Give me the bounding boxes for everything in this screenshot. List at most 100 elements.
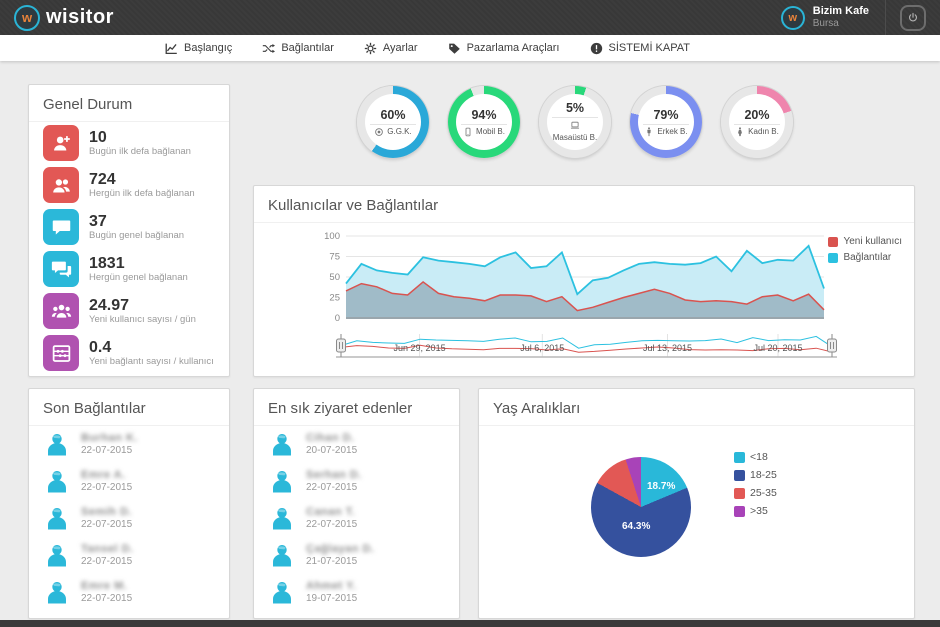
user-text: Ahmet Y. 19-07-2015 bbox=[306, 580, 357, 605]
navigator-handle-left[interactable] bbox=[336, 338, 346, 353]
legend-swatch bbox=[828, 252, 839, 263]
pie-legend-item-25-35[interactable]: 25-35 bbox=[734, 487, 777, 499]
gauge-label: G.G.K. bbox=[370, 123, 416, 137]
gauge-erkek-b: 79% Erkek B. bbox=[630, 86, 702, 158]
gauge-percent: 20% bbox=[744, 107, 770, 122]
user-text: Burhan K. 22-07-2015 bbox=[81, 432, 138, 457]
user-avatar bbox=[43, 542, 71, 570]
legend-label: >35 bbox=[750, 505, 768, 517]
stat-row-yeni-ba-lant-say-s-kullan-c: 0.4 Yeni bağlantı sayısı / kullanıcı bbox=[29, 332, 229, 374]
nav-item-label: Ayarlar bbox=[382, 42, 418, 54]
logo-icon: w bbox=[14, 4, 40, 31]
user-date: 22-07-2015 bbox=[81, 556, 133, 568]
pie-legend-item-18[interactable]: <18 bbox=[734, 451, 777, 463]
power-button[interactable] bbox=[900, 4, 926, 31]
nav-item-ba-lang[interactable]: Başlangıç bbox=[158, 31, 239, 61]
frequent-visitor-row[interactable]: Serhan D. 22-07-2015 bbox=[254, 463, 459, 500]
gauge-mobil-b: 94% Mobil B. bbox=[448, 86, 520, 158]
app-header: w wisitor w Bizim Kafe Bursa bbox=[0, 0, 940, 35]
gauge-kad-n-b: 20% Kadın B. bbox=[721, 86, 793, 158]
stat-label: Yeni kullanıcı sayısı / gün bbox=[89, 314, 196, 326]
user-date: 22-07-2015 bbox=[306, 482, 358, 494]
legend-item-yeni-kullan-c[interactable]: Yeni kullanıcı bbox=[828, 236, 902, 247]
gauge-label-text: Mobil B. bbox=[476, 126, 505, 136]
user-text: Semih D. 22-07-2015 bbox=[81, 506, 132, 531]
user-text: Canan T. 22-07-2015 bbox=[306, 506, 357, 531]
nav-item-si-stemi-kapat[interactable]: SİSTEMİ KAPAT bbox=[590, 35, 690, 61]
svg-text:100: 100 bbox=[324, 231, 340, 242]
recent-connection-row[interactable]: Burhan K. 22-07-2015 bbox=[29, 426, 229, 463]
person-icon bbox=[43, 505, 71, 533]
gauge-percent: 94% bbox=[471, 107, 497, 122]
user-avatar bbox=[268, 431, 296, 459]
legend-item-ba-lant-lar[interactable]: Bağlantılar bbox=[828, 252, 902, 263]
chat-icon bbox=[51, 217, 72, 238]
male-icon bbox=[644, 126, 654, 137]
person-icon bbox=[43, 542, 71, 570]
gauge-label: Erkek B. bbox=[643, 123, 689, 137]
user-text: Serhan D. 22-07-2015 bbox=[306, 469, 362, 494]
gauge-percent: 60% bbox=[380, 107, 406, 122]
power-section bbox=[885, 0, 940, 35]
frequent-visitor-row[interactable]: Canan T. 22-07-2015 bbox=[254, 500, 459, 537]
person-icon bbox=[268, 468, 296, 496]
footer-bar bbox=[0, 620, 940, 627]
legend-label: 18-25 bbox=[750, 469, 777, 481]
legend-label: 25-35 bbox=[750, 487, 777, 499]
nav-item-ayarlar[interactable]: Ayarlar bbox=[364, 35, 418, 61]
gauges-row: 60% G.G.K. 94% Mobil B. 5% Masaüstü B. 79% Erke… bbox=[357, 86, 793, 158]
nav-item-ba-lant-lar[interactable]: Bağlantılar bbox=[262, 35, 334, 61]
frequent-visitors-list: Cihan D. 20-07-2015 Serhan D. 22-07-2015 Can… bbox=[254, 426, 459, 611]
nav-item-label: Pazarlama Araçları bbox=[466, 42, 560, 54]
gauge-label: Masaüstü B. bbox=[552, 117, 598, 142]
navigator-handle-right[interactable] bbox=[827, 338, 837, 353]
svg-text:Jul 6, 2015: Jul 6, 2015 bbox=[520, 343, 564, 353]
user-date: 21-07-2015 bbox=[306, 556, 358, 568]
chart-range-navigator[interactable]: Jun 29, 2015 Jul 6, 2015 Jul 13, 2015 Jul 2… bbox=[308, 330, 838, 369]
user-date: 22-07-2015 bbox=[81, 593, 133, 605]
frequent-visitor-row[interactable]: Ahmet Y. 19-07-2015 bbox=[254, 574, 459, 611]
frequent-visitor-row[interactable]: Çağlayan D. 21-07-2015 bbox=[254, 537, 459, 574]
user-text: Emre M. 22-07-2015 bbox=[81, 580, 132, 605]
account-menu[interactable]: w Bizim Kafe Bursa bbox=[765, 0, 885, 35]
user-avatar bbox=[268, 579, 296, 607]
stat-row-bug-n-genel-ba-lanan: 37 Bugün genel bağlanan bbox=[29, 206, 229, 248]
legend-swatch bbox=[734, 451, 745, 463]
gauge-label: Kadın B. bbox=[734, 123, 780, 137]
stat-label: Bugün genel bağlanan bbox=[89, 230, 185, 242]
pie-slice-label: 64.3% bbox=[622, 521, 651, 532]
pie-legend-item-18-25[interactable]: 18-25 bbox=[734, 469, 777, 481]
gauge-ring: 60% G.G.K. bbox=[357, 86, 429, 158]
gauge-ring: 79% Erkek B. bbox=[630, 86, 702, 158]
gauge-percent: 79% bbox=[653, 107, 679, 122]
user-name: Emre M. bbox=[81, 579, 128, 592]
stat-text: 1831 Hergün genel bağlanan bbox=[89, 255, 188, 284]
recent-connection-row[interactable]: Tansel D. 22-07-2015 bbox=[29, 537, 229, 574]
svg-text:Jun 29, 2015: Jun 29, 2015 bbox=[394, 343, 446, 353]
user-name: Canan T. bbox=[306, 505, 356, 518]
user-date: 22-07-2015 bbox=[81, 482, 133, 494]
recent-connection-row[interactable]: Semih D. 22-07-2015 bbox=[29, 500, 229, 537]
gauge-inner: 20% Kadın B. bbox=[729, 94, 785, 150]
panel-title: En sık ziyaret edenler bbox=[254, 389, 459, 426]
panel-yas-araliklari: Yaş Aralıkları 18.7% 64.3% <18 18-25 25-35… bbox=[478, 388, 915, 619]
app-logo: w wisitor bbox=[0, 4, 114, 31]
range-navigator-svg[interactable]: Jun 29, 2015 Jul 6, 2015 Jul 13, 2015 Jul 2… bbox=[308, 330, 838, 364]
user-text: Tansel D. 22-07-2015 bbox=[81, 543, 134, 568]
pie-legend-item-35[interactable]: >35 bbox=[734, 505, 777, 517]
frequent-visitor-row[interactable]: Cihan D. 20-07-2015 bbox=[254, 426, 459, 463]
user-avatar bbox=[43, 579, 71, 607]
user-date: 19-07-2015 bbox=[306, 593, 358, 605]
stat-value: 24.97 bbox=[89, 296, 130, 314]
nav-item-pazarlama-ara-lar[interactable]: Pazarlama Araçları bbox=[448, 35, 560, 61]
user-name: Tansel D. bbox=[81, 542, 134, 555]
gauge-label-text: Masaüstü B. bbox=[552, 133, 598, 143]
trend-icon bbox=[165, 42, 178, 55]
pie bbox=[591, 457, 691, 557]
recent-connection-row[interactable]: Emre M. 22-07-2015 bbox=[29, 574, 229, 611]
stat-text: 724 Hergün ilk defa bağlanan bbox=[89, 171, 195, 200]
recent-connection-row[interactable]: Emre A. 22-07-2015 bbox=[29, 463, 229, 500]
legend-label: Bağlantılar bbox=[843, 252, 892, 263]
gauge-percent: 5% bbox=[565, 101, 585, 116]
svg-text:Jul 20, 2015: Jul 20, 2015 bbox=[753, 343, 802, 353]
